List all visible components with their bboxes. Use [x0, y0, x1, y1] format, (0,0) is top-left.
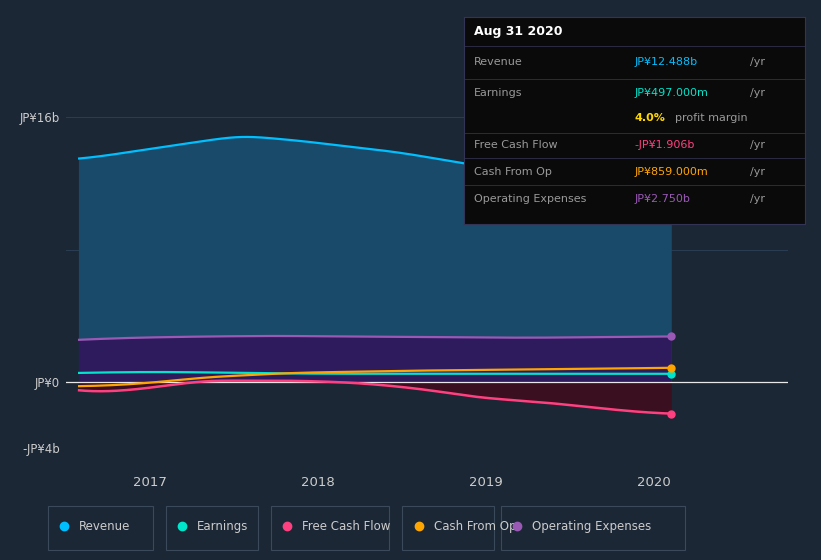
Text: Operating Expenses: Operating Expenses: [474, 194, 586, 204]
Text: Earnings: Earnings: [474, 88, 523, 99]
Text: /yr: /yr: [750, 88, 765, 99]
Text: Revenue: Revenue: [79, 520, 131, 533]
Text: Cash From Op: Cash From Op: [474, 167, 552, 177]
Text: -JP¥1.906b: -JP¥1.906b: [635, 140, 695, 150]
Text: JP¥12.488b: JP¥12.488b: [635, 57, 697, 67]
Text: JP¥2.750b: JP¥2.750b: [635, 194, 690, 204]
Text: profit margin: profit margin: [675, 113, 748, 123]
Text: Aug 31 2020: Aug 31 2020: [474, 25, 562, 38]
Text: Cash From Op: Cash From Op: [433, 520, 516, 533]
Text: Revenue: Revenue: [474, 57, 523, 67]
Text: Free Cash Flow: Free Cash Flow: [474, 140, 557, 150]
Text: /yr: /yr: [750, 140, 765, 150]
Text: JP¥859.000m: JP¥859.000m: [635, 167, 708, 177]
Text: Earnings: Earnings: [197, 520, 249, 533]
Text: /yr: /yr: [750, 194, 765, 204]
Text: Free Cash Flow: Free Cash Flow: [302, 520, 391, 533]
Text: /yr: /yr: [750, 57, 765, 67]
Text: Operating Expenses: Operating Expenses: [532, 520, 652, 533]
Text: JP¥497.000m: JP¥497.000m: [635, 88, 708, 99]
Text: 4.0%: 4.0%: [635, 113, 665, 123]
Text: /yr: /yr: [750, 167, 765, 177]
